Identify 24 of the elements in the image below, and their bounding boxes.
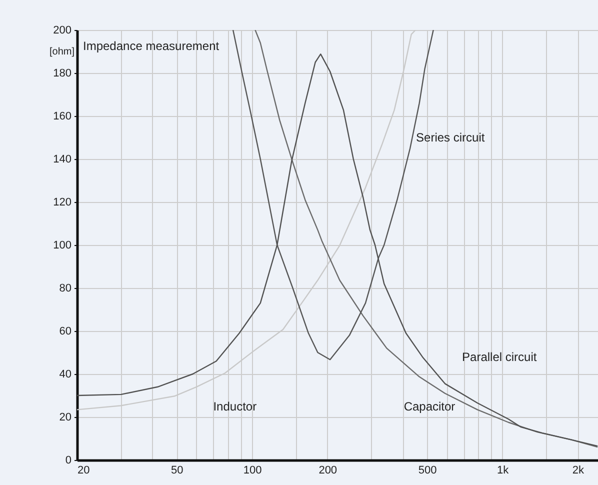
x-tick-label: 500 (418, 464, 437, 476)
series-label: Series circuit (416, 130, 486, 144)
x-tick-label: 20 (78, 464, 90, 476)
y-tick-label: 40 (59, 368, 72, 380)
x-tick-label: 200 (318, 464, 338, 476)
text: Impedance measurement (83, 39, 220, 53)
y-tick-label: 20 (59, 412, 72, 424)
y-tick-label: 120 (53, 196, 72, 208)
text: Parallel circuit (462, 350, 538, 364)
y-tick-label: 80 (59, 282, 72, 294)
series-label: Inductor (213, 399, 257, 414)
y-tick-label: 100 (53, 240, 72, 252)
x-tick-label: 100 (243, 464, 262, 476)
series-label: Capacitor (404, 399, 456, 414)
y-tick-label: 0 (65, 454, 72, 466)
y-tick-label: 160 (53, 110, 72, 122)
y-tick-label: 140 (53, 154, 72, 166)
x-tick-label: 2k (572, 464, 585, 476)
y-tick-label: 60 (59, 326, 72, 338)
x-tick-label: 1k (497, 464, 510, 476)
x-tick-label: 50 (171, 464, 184, 476)
y-tick-label: 180 (53, 68, 72, 80)
y-tick-label: 200 (53, 24, 72, 36)
y-axis-title: [ohm] (49, 46, 75, 58)
